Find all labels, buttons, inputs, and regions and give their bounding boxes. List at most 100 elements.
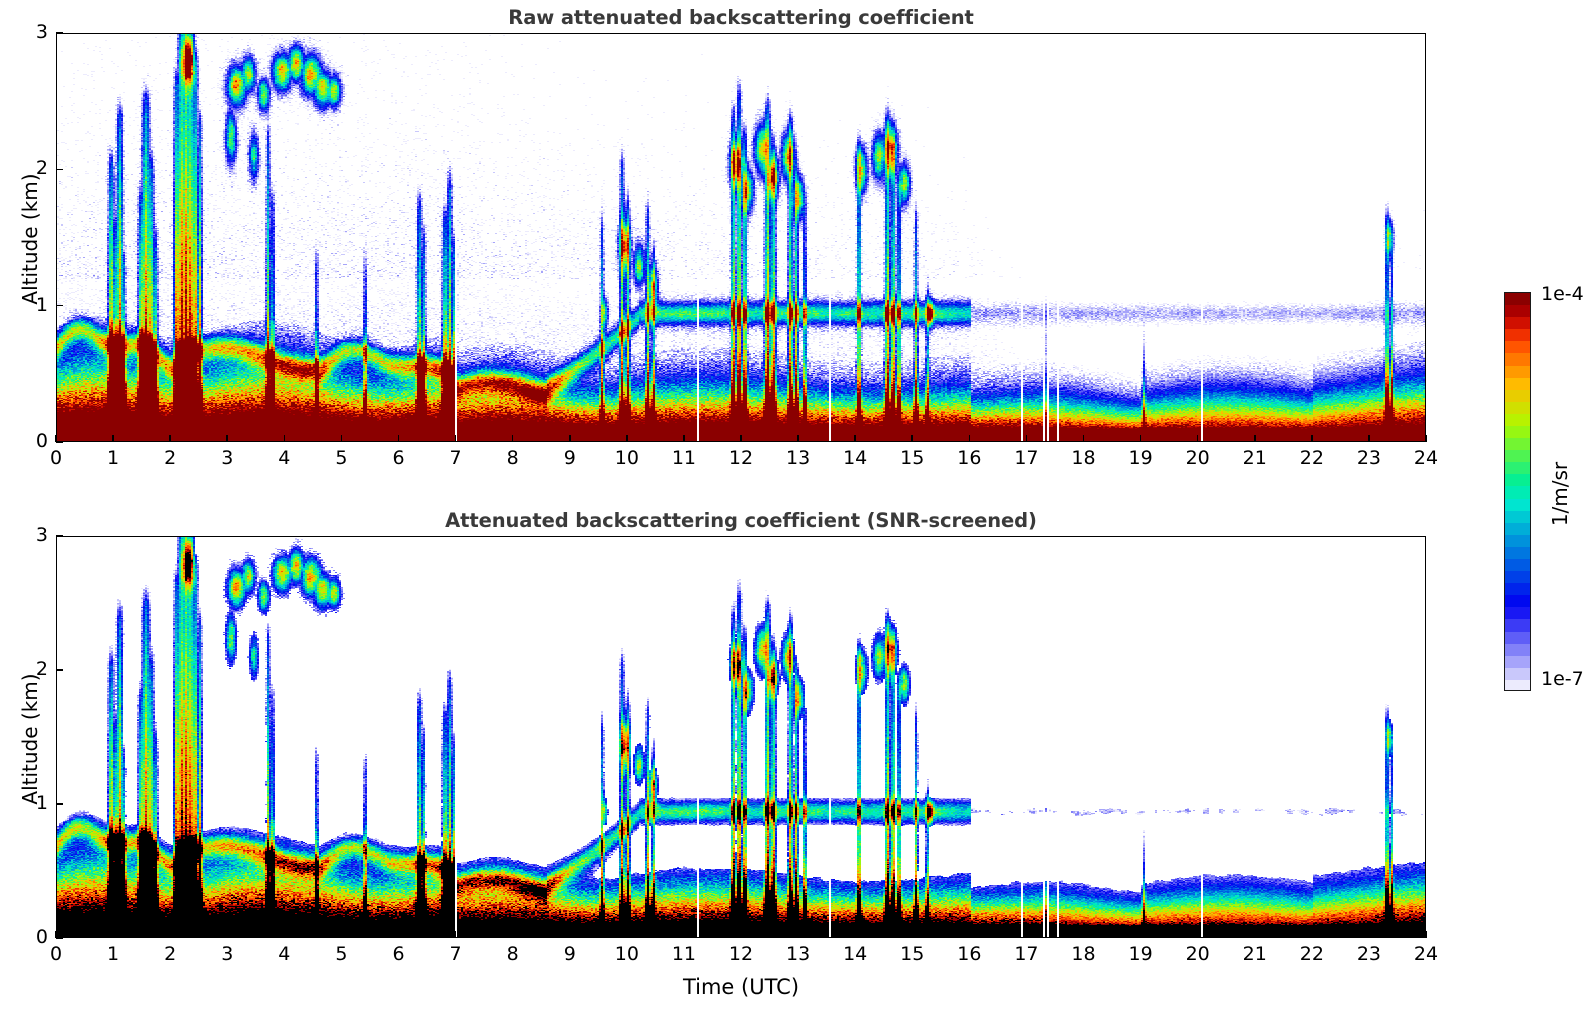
x-tick-label: 11 [671, 943, 696, 965]
x-tickmark [968, 435, 971, 442]
y-tick-label: 1 [35, 293, 48, 316]
x-tick-label: 5 [335, 447, 348, 469]
x-tickmark [340, 931, 343, 938]
x-tick-label: 0 [49, 943, 63, 965]
x-tick-label: 18 [1071, 447, 1096, 469]
x-tick-label: 3 [221, 943, 234, 965]
screened-backscatter-heatmap [57, 537, 1425, 937]
x-tickmark [626, 931, 628, 938]
x-tick-label: 22 [1299, 943, 1324, 965]
x-tick-label: 19 [1128, 447, 1153, 469]
raw-backscatter-heatmap [57, 34, 1425, 441]
y-tick-label: 1 [35, 792, 48, 814]
x-tick-label: 23 [1356, 447, 1381, 469]
y-tickmark [56, 168, 63, 171]
panel-raw-plot-area [56, 33, 1426, 442]
x-tick-label: 13 [785, 943, 811, 965]
x-tick-label: 3 [221, 447, 234, 469]
x-tickmark [1253, 931, 1256, 938]
x-tick-label: 11 [671, 447, 696, 469]
x-tick-label: 4 [278, 943, 291, 965]
y-tickmark [56, 937, 63, 939]
x-tickmark [112, 931, 114, 938]
x-tickmark [626, 435, 628, 442]
x-tick-label: 6 [392, 447, 405, 469]
x-tick-label: 14 [843, 447, 868, 469]
x-tickmark [1311, 435, 1313, 442]
x-tickmark [1253, 435, 1256, 442]
x-tick-label: 12 [728, 447, 754, 469]
x-tick-label: 10 [614, 943, 639, 965]
panel-screened-xlabel: Time (UTC) [682, 975, 800, 999]
x-tickmark [797, 931, 799, 938]
x-tickmark [454, 931, 457, 938]
x-tickmark [454, 435, 457, 442]
x-tickmark [283, 931, 286, 938]
x-tick-label: 17 [1014, 943, 1039, 965]
x-tickmark [1368, 435, 1370, 442]
colorbar-canvas [1505, 293, 1530, 690]
panel-screened-title: Attenuated backscattering coefficient (S… [445, 509, 1037, 532]
x-tick-label: 23 [1356, 943, 1381, 965]
x-tick-label: 16 [957, 943, 982, 965]
x-tickmark [797, 435, 799, 442]
x-tick-label: 12 [728, 943, 754, 965]
x-tick-label: 17 [1014, 447, 1039, 469]
x-tickmark [283, 435, 286, 442]
x-tick-label: 10 [614, 447, 639, 469]
y-tickmark [56, 441, 63, 443]
x-tick-label: 13 [785, 447, 811, 469]
y-tick-label: 2 [35, 658, 48, 680]
colorbar-unit-label: 1/m/sr [1548, 461, 1572, 527]
x-tickmark [1425, 931, 1427, 938]
x-tickmark [1311, 931, 1313, 938]
y-tickmark [56, 304, 63, 307]
x-tickmark [740, 435, 742, 442]
x-tickmark [568, 931, 571, 938]
x-tickmark [568, 435, 571, 442]
x-tick-label: 15 [900, 447, 925, 469]
y-tick-label: 0 [35, 430, 48, 452]
x-tickmark [968, 931, 971, 938]
x-tickmark [1082, 931, 1085, 938]
x-tickmark [511, 435, 514, 442]
x-tickmark [1139, 931, 1142, 938]
x-tick-label: 19 [1128, 943, 1153, 965]
x-tickmark [1196, 435, 1199, 442]
x-tick-label: 8 [506, 447, 519, 469]
colorbar-min-label: 1e-7 [1541, 668, 1584, 690]
x-tickmark [397, 931, 400, 938]
x-tick-label: 21 [1242, 447, 1267, 469]
x-tick-label: 1 [107, 943, 120, 965]
y-tick-label: 0 [35, 926, 48, 948]
x-tick-label: 24 [1413, 447, 1439, 469]
x-tickmark [1196, 931, 1199, 938]
x-tick-label: 5 [335, 943, 348, 965]
panel-screened-plot-area [56, 536, 1426, 938]
y-tickmark [56, 535, 63, 537]
y-tick-label: 2 [35, 157, 48, 180]
y-tickmark [56, 803, 63, 805]
x-tick-label: 9 [563, 447, 576, 469]
x-tick-label: 22 [1299, 447, 1324, 469]
x-tickmark [112, 435, 114, 442]
x-tick-label: 8 [506, 943, 519, 965]
x-tick-label: 20 [1185, 943, 1210, 965]
x-tick-label: 0 [49, 447, 63, 469]
x-tickmark [169, 435, 171, 442]
x-tickmark [911, 931, 914, 938]
x-tickmark [511, 931, 514, 938]
x-tickmark [1425, 435, 1427, 442]
x-tickmark [226, 931, 229, 938]
y-tickmark [56, 32, 63, 34]
x-tick-label: 7 [449, 943, 462, 965]
x-tickmark [740, 931, 742, 938]
y-tick-label: 3 [35, 524, 48, 546]
x-tickmark [55, 435, 57, 442]
x-tick-label: 15 [900, 943, 925, 965]
x-tick-label: 24 [1413, 943, 1439, 965]
x-tick-label: 1 [107, 447, 120, 469]
y-tickmark [56, 669, 63, 671]
x-tickmark [226, 435, 229, 442]
